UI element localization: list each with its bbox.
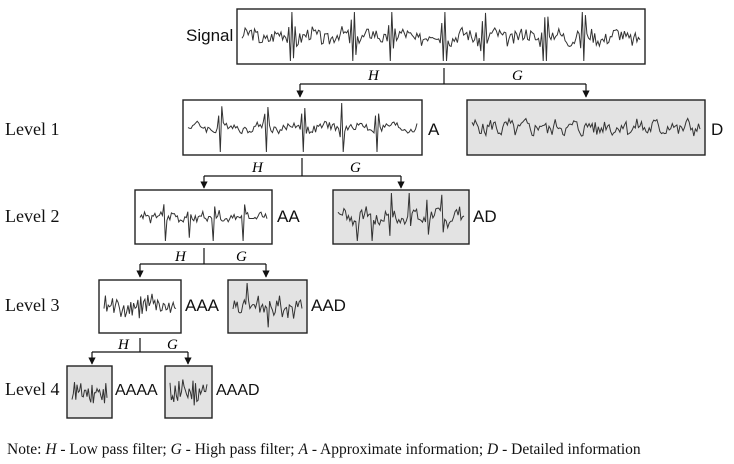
approx-waveform-AAA: [103, 293, 177, 319]
signal-waveform: [241, 11, 641, 62]
high-pass-filter-label: G: [512, 68, 523, 84]
approx-box-AAAA: [66, 365, 113, 419]
detail-waveform-AD: [337, 192, 465, 242]
detail-box-AD: [332, 189, 470, 245]
approx-label-A: A: [428, 120, 440, 139]
split-level-3: H G: [136, 248, 270, 278]
low-pass-filter-label: H: [251, 160, 264, 176]
level-2-label: Level 2: [5, 206, 59, 226]
detail-box-D: [466, 99, 706, 156]
detail-label-D: D: [711, 120, 723, 139]
approx-waveform-AAAA: [71, 382, 108, 404]
detail-waveform-D: [471, 117, 701, 138]
detail-label-AAAD: AAAD: [216, 382, 260, 399]
approx-label-AAA: AAA: [185, 296, 220, 315]
detail-label-AD: AD: [473, 207, 497, 226]
footnote: Note: H - Low pass filter; G - High pass…: [7, 441, 641, 458]
low-pass-filter-label: H: [117, 337, 130, 353]
detail-waveform-AAD: [232, 282, 303, 328]
level-3-label: Level 3: [5, 295, 59, 315]
high-pass-filter-label: G: [350, 160, 361, 176]
level-4-label: Level 4: [5, 379, 59, 399]
low-pass-filter-label: H: [367, 68, 380, 84]
high-pass-filter-label: G: [236, 249, 247, 265]
signal-label: Signal: [186, 26, 233, 45]
low-pass-filter-label: H: [174, 249, 187, 265]
split-level-4: H G: [88, 337, 192, 365]
high-pass-filter-label: G: [167, 337, 178, 353]
approx-label-AA: AA: [277, 207, 300, 226]
level-1-label: Level 1: [5, 119, 59, 139]
approx-waveform-A: [187, 102, 418, 153]
split-level-1: H G: [296, 68, 590, 98]
detail-label-AAD: AAD: [311, 296, 346, 315]
split-level-2: H G: [200, 158, 405, 189]
detail-waveform-AAAD: [169, 379, 208, 406]
approx-label-AAAA: AAAA: [115, 382, 158, 399]
approx-waveform-AA: [139, 204, 268, 242]
